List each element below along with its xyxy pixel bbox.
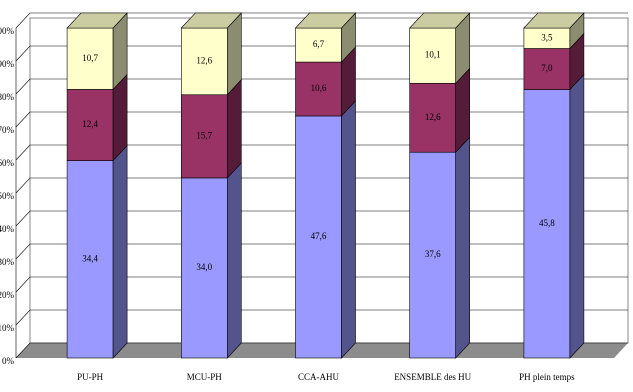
value-label: 12,6	[196, 55, 212, 65]
bar-front	[66, 160, 114, 359]
bar-segment	[181, 78, 242, 179]
bar-side	[569, 73, 585, 359]
x-tick-label: MCU-PH	[187, 372, 223, 382]
bar-front	[181, 94, 228, 179]
bar-front	[181, 27, 228, 96]
bar-top	[294, 12, 357, 29]
bar-front	[295, 27, 342, 63]
x-tick-label: PU-PH	[77, 372, 104, 382]
bar-segment	[180, 12, 242, 96]
bar-side	[455, 136, 471, 359]
bar-segment	[523, 73, 585, 359]
y-tick-label: 20%	[0, 290, 15, 300]
x-tick-label: ENSEMBLE des HU	[394, 372, 471, 382]
value-label: 45,8	[539, 218, 555, 228]
bar-top	[180, 12, 242, 29]
bar-front	[295, 115, 342, 359]
bar-side	[341, 100, 356, 359]
value-label: 3,5	[541, 32, 553, 42]
bar-side	[227, 78, 242, 179]
value-label: 34,0	[196, 262, 212, 272]
value-label: 15,7	[196, 130, 212, 140]
y-tick-label: 0%	[2, 356, 15, 366]
bar-front	[181, 177, 228, 359]
value-label: 37,6	[425, 249, 441, 259]
x-tick-label: CCA-AHU	[298, 372, 340, 382]
value-label: 47,6	[311, 231, 327, 241]
value-label: 7,0	[541, 63, 553, 73]
bar-segment	[295, 46, 356, 117]
bar-segment	[295, 100, 356, 359]
bar-segment	[294, 12, 357, 63]
bar-front	[66, 27, 114, 90]
bar-segment	[523, 12, 585, 50]
value-label: 34,4	[82, 253, 98, 263]
value-label: 12,6	[425, 112, 441, 122]
bar-top	[523, 12, 585, 29]
y-tick-label: 30%	[0, 257, 15, 267]
bar-segment	[409, 12, 471, 85]
y-tick-label: 40%	[0, 224, 15, 234]
bar-front	[409, 27, 457, 84]
y-tick-label: 90%	[0, 59, 15, 69]
y-tick-label: 10%	[0, 323, 15, 333]
bar-top	[409, 12, 471, 29]
y-tick-label: 50%	[0, 191, 15, 201]
y-tick-label: 70%	[0, 125, 15, 135]
bar-front	[523, 48, 571, 90]
value-label: 12,4	[82, 119, 98, 129]
value-label: 6,7	[313, 39, 325, 49]
bar-front	[295, 61, 342, 117]
bar-front	[523, 89, 571, 359]
value-label: 10,7	[82, 53, 98, 63]
y-tick-label: 100%	[0, 26, 15, 36]
bar-front	[409, 151, 457, 359]
bar-side	[227, 162, 242, 359]
value-label: 10,6	[311, 83, 327, 93]
bar-side	[112, 144, 128, 359]
bar-segment	[66, 12, 128, 91]
bar-segment	[409, 136, 471, 359]
bar-top	[66, 12, 128, 29]
value-label: 10,1	[425, 50, 441, 60]
y-tick-label: 60%	[0, 158, 15, 168]
x-tick-label: PH plein temps	[519, 372, 575, 382]
bar-segment	[181, 162, 242, 359]
y-tick-label: 80%	[0, 92, 15, 102]
bar-segment	[523, 32, 585, 91]
bar-segment	[66, 144, 128, 359]
